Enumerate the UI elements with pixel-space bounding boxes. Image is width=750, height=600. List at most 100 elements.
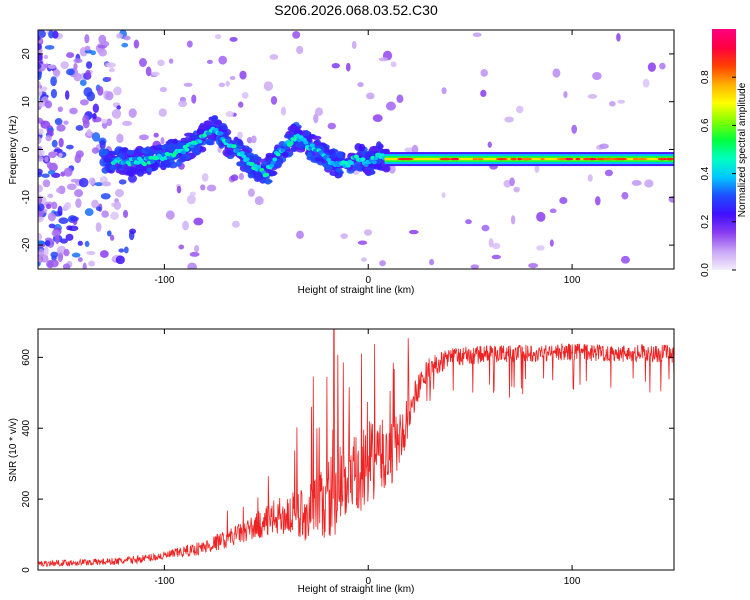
noise-blob <box>246 137 253 144</box>
spectrogram-y-tick-label: -20 <box>21 237 32 252</box>
ridge-halo-blob <box>329 170 339 177</box>
noise-blob <box>47 193 54 199</box>
ridge-core-blob <box>256 164 262 169</box>
noise-blob <box>73 72 82 82</box>
noise-blob <box>231 220 240 228</box>
noise-blob <box>38 184 43 193</box>
noise-blob <box>168 58 174 64</box>
ridge-core-blob <box>373 156 379 161</box>
tone-peak <box>521 157 531 161</box>
snr-panel: -100 0 100 0 200 400 600 Height of straight li… <box>8 328 675 595</box>
noise-blob <box>57 205 63 216</box>
ridge-core-blob <box>241 154 247 159</box>
noise-blob <box>218 55 228 65</box>
ridge-core-blob <box>244 157 250 162</box>
spectrogram-x-tick-label: 0 <box>365 275 371 286</box>
noise-blob <box>48 30 55 39</box>
noise-blob <box>101 118 108 124</box>
ridge-halo-blob <box>176 159 182 167</box>
noise-blob <box>94 182 104 187</box>
spectrogram-y-tick-label: 10 <box>21 96 32 108</box>
noise-blob <box>372 114 383 122</box>
noise-blob <box>617 99 626 104</box>
noise-blob <box>481 224 490 232</box>
noise-blob <box>178 244 185 250</box>
ridge-halo-blob <box>135 164 145 172</box>
spectrogram-y-tick-label: -10 <box>21 190 32 205</box>
tone-peak <box>540 157 545 161</box>
noise-blob <box>99 176 108 183</box>
noise-blob <box>241 92 249 99</box>
noise-blob <box>51 139 58 148</box>
noise-blob <box>237 101 244 108</box>
noise-blob <box>106 230 112 237</box>
noise-blob <box>552 68 561 78</box>
noise-blob <box>470 264 480 269</box>
ridge-halo-blob <box>226 149 235 155</box>
tone-peak <box>440 157 452 161</box>
noise-blob <box>487 141 492 148</box>
noise-blob <box>587 93 598 99</box>
tone-peak <box>453 157 460 161</box>
noise-blob <box>239 70 247 80</box>
noise-blob <box>113 201 122 210</box>
snr-marks <box>38 329 674 568</box>
noise-blob <box>38 240 46 246</box>
noise-blob <box>46 260 55 269</box>
ridge-halo-blob <box>382 164 391 173</box>
noise-blob <box>56 187 61 193</box>
noise-blob <box>122 209 129 218</box>
noise-blob <box>357 82 364 88</box>
tone-peak <box>607 157 616 161</box>
ridge-halo-blob <box>162 143 173 149</box>
noise-blob <box>43 54 49 60</box>
noise-blob <box>45 240 51 247</box>
noise-blob <box>480 89 487 98</box>
snr-y-tick-label: 200 <box>21 490 32 507</box>
ridge-halo-blob <box>119 147 129 153</box>
noise-blob <box>153 132 159 138</box>
noise-blob <box>642 78 650 88</box>
noise-blob <box>85 69 91 80</box>
noise-blob <box>48 223 56 229</box>
tone-peak <box>637 157 648 161</box>
tone-peak <box>596 157 604 161</box>
noise-blob <box>122 120 133 127</box>
noise-blob <box>121 42 129 48</box>
noise-blob <box>115 255 125 265</box>
noise-blob <box>176 185 182 194</box>
noise-blob <box>84 34 90 44</box>
noise-blob <box>189 251 200 257</box>
ridge-halo-blob <box>192 144 201 153</box>
tone-peak <box>556 157 569 161</box>
noise-blob <box>84 208 94 216</box>
noise-blob <box>214 34 222 40</box>
noise-blob <box>201 173 209 182</box>
noise-blob <box>84 45 91 51</box>
noise-blob <box>92 113 97 120</box>
noise-blob <box>280 106 287 116</box>
noise-blob <box>616 32 621 42</box>
ridge-core-blob <box>326 157 332 162</box>
ridge-core-blob <box>360 157 366 162</box>
ridge-core-blob <box>115 156 121 161</box>
noise-blob <box>492 242 501 250</box>
noise-blob <box>229 76 236 81</box>
noise-blob <box>230 174 239 181</box>
noise-blob <box>99 139 106 150</box>
ridge-halo-blob <box>336 151 344 159</box>
snr-x-tick-label: 100 <box>564 576 581 587</box>
noise-blob <box>38 72 42 81</box>
ridge-halo-blob <box>126 169 135 177</box>
ridge-core-blob <box>303 140 309 145</box>
noise-blob <box>138 58 147 67</box>
ridge-halo-blob <box>126 149 135 156</box>
noise-blob <box>269 54 279 60</box>
ridge-halo-blob <box>161 160 171 168</box>
noise-blob <box>108 67 115 73</box>
ridge-core-blob <box>349 160 355 165</box>
noise-blob <box>69 107 78 115</box>
noise-blob <box>510 215 516 225</box>
tone-peak <box>582 157 591 161</box>
